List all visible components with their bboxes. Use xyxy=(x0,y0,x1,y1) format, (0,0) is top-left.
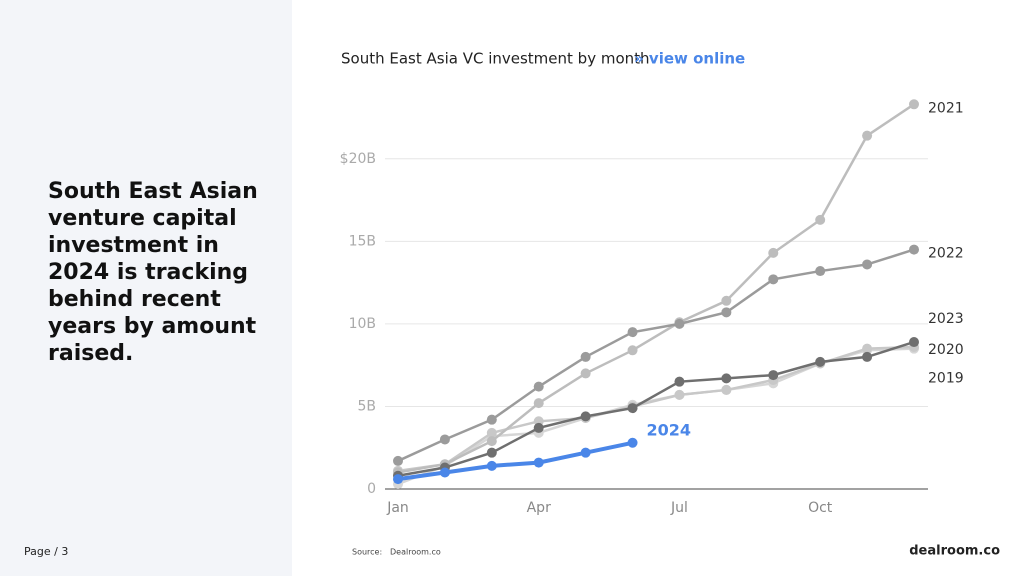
series-point xyxy=(862,130,873,141)
series-point xyxy=(721,384,732,395)
series-point xyxy=(815,356,826,367)
series-point xyxy=(627,403,638,414)
y-tick-label: $20B xyxy=(340,151,376,167)
series-point xyxy=(909,337,919,348)
series-point xyxy=(721,307,732,318)
series-point xyxy=(533,422,544,433)
series-line xyxy=(397,345,915,473)
x-tick-label: Jan xyxy=(386,500,409,516)
series-point xyxy=(580,368,591,379)
series-point xyxy=(909,244,919,255)
series-point xyxy=(486,414,497,425)
series-point xyxy=(815,266,826,277)
series-line xyxy=(397,103,915,474)
series-point xyxy=(768,247,779,258)
series-point xyxy=(909,99,919,110)
y-tick-label: 10B xyxy=(349,316,376,332)
y-tick-label: 0 xyxy=(367,481,376,497)
y-tick-label: 5B xyxy=(357,398,376,414)
series-point xyxy=(674,318,685,329)
series-point xyxy=(533,381,544,392)
series-label: 2019 xyxy=(928,371,964,387)
series-label: 2021 xyxy=(928,100,964,116)
series-label: 2024 xyxy=(647,420,692,439)
series-point xyxy=(674,389,685,400)
series-point xyxy=(627,437,638,448)
series-point xyxy=(580,351,591,362)
series-point xyxy=(533,398,544,409)
series-label: 2023 xyxy=(928,311,964,327)
series-point xyxy=(486,460,497,471)
x-tick-label: Jul xyxy=(670,500,688,516)
heading: South East Asian venture capital investm… xyxy=(48,179,258,366)
series-label: 2022 xyxy=(928,246,964,262)
series-point xyxy=(580,411,591,422)
x-tick-label: Apr xyxy=(527,500,551,516)
series-point xyxy=(862,259,873,270)
series-line xyxy=(397,347,915,486)
series-point xyxy=(862,343,873,354)
series-point xyxy=(533,457,544,468)
chart-title: South East Asia VC investment by month xyxy=(341,50,650,68)
series-point xyxy=(439,434,450,445)
source: Dealroom.co xyxy=(390,548,441,557)
series-point xyxy=(393,474,403,485)
view-online-link[interactable]: » view online xyxy=(634,50,745,68)
series-point xyxy=(393,455,403,466)
source-label: Source: xyxy=(352,548,382,557)
series-point xyxy=(486,447,497,458)
series-point xyxy=(721,373,732,384)
series-point xyxy=(486,436,497,447)
side-panel xyxy=(0,0,292,576)
series-point xyxy=(815,214,826,225)
logo: dealroom.co xyxy=(909,544,1000,559)
series-point xyxy=(721,295,732,306)
series-line xyxy=(397,440,633,482)
page-number: Page / 3 xyxy=(24,545,68,558)
series-point xyxy=(768,274,779,285)
y-tick-label: 15B xyxy=(349,233,376,249)
series-point xyxy=(580,447,591,458)
heading-box: South East Asian venture capital investm… xyxy=(48,179,258,366)
series-label: 2020 xyxy=(928,342,964,358)
series-point xyxy=(627,345,638,356)
series-point xyxy=(439,467,450,478)
series-point xyxy=(486,427,497,438)
series-line xyxy=(397,248,915,463)
series-line xyxy=(397,340,915,478)
series-point xyxy=(862,351,873,362)
series-point xyxy=(627,327,638,338)
series-point xyxy=(768,370,779,381)
x-tick-label: Oct xyxy=(808,500,833,516)
series-point xyxy=(674,376,685,387)
